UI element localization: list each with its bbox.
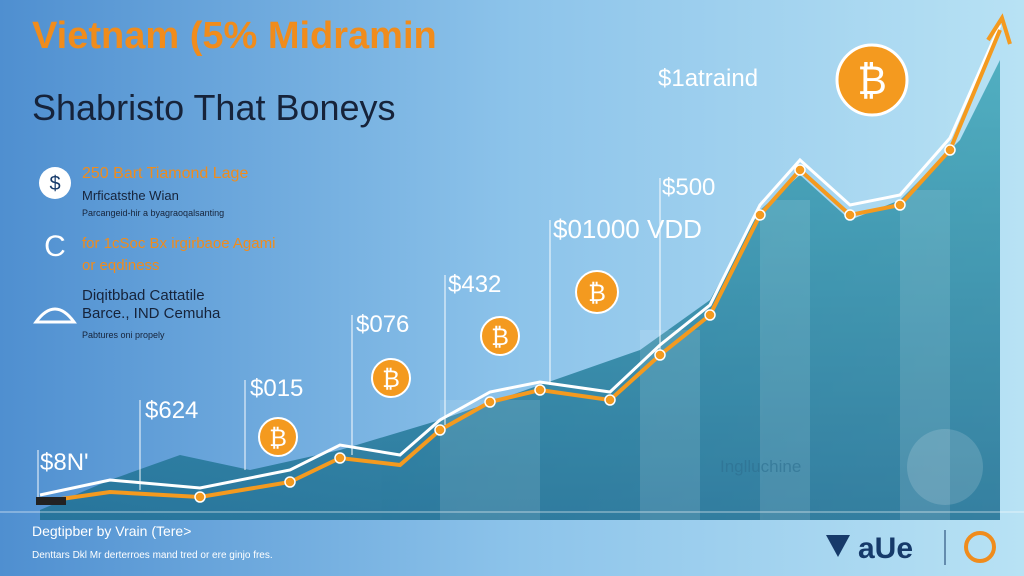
item-title: 250 Bart Tiamond Lage: [82, 165, 248, 182]
item-line: Parcangeid-hir a byagraoqalsanting: [82, 208, 224, 218]
orange-line: [39, 29, 1002, 504]
coin-symbol: ₿: [269, 425, 287, 452]
price-label: $624: [145, 397, 198, 424]
line-dots: [194, 144, 956, 503]
price-label: $01000 VDD: [553, 214, 702, 244]
coin-symbol: ₿: [382, 366, 400, 393]
logo-mark: [826, 535, 850, 557]
coin-symbol: ₿: [857, 59, 887, 103]
footer-note: Denttars Dkl Mr derterroes mand tred or …: [32, 550, 273, 561]
item-line: Pabtures oni propely: [82, 330, 165, 340]
item-title: Diqitbbad Cattatile: [82, 287, 205, 304]
white-line: [39, 24, 1002, 497]
coin-symbol: ₿: [491, 324, 509, 351]
price-label: $1atraind: [658, 65, 758, 92]
coin-symbol: ₿: [588, 280, 606, 307]
arrow-head: [986, 13, 1012, 45]
coins: ₿ ₿ ₿ ₿ ₿: [258, 43, 909, 457]
logo: aUe: [858, 532, 913, 565]
item-line: or eqdiness: [82, 257, 160, 274]
item-icon: C: [44, 230, 66, 263]
price-label: $015: [250, 375, 303, 402]
footer-credit: Degtipber by Vrain (Tere>: [32, 523, 191, 539]
price-label: $432: [448, 271, 501, 298]
subtitle: Shabristo That Boneys: [32, 87, 396, 128]
price-labels: $8N' $624 $015 $076 $432 $01000 VDD $500…: [40, 65, 758, 476]
bars: [40, 60, 1000, 520]
icon-circle: [39, 167, 71, 199]
price-label: $076: [356, 311, 409, 338]
item-line: Mrficatsthe Wian: [82, 188, 179, 203]
watermark-seal: [907, 429, 983, 505]
watermark: Inglluchine: [720, 457, 801, 476]
item-line: Barce., IND Cemuha: [82, 305, 221, 322]
item-icon-shape: [33, 307, 77, 324]
label-stems: [37, 178, 661, 505]
train-icon: [36, 497, 66, 505]
price-label: $8N': [40, 449, 89, 476]
partner-logo: [964, 531, 996, 563]
price-label: $500: [662, 174, 715, 201]
title: Vietnam (5% Midramin: [32, 15, 437, 57]
item-icon: $: [49, 173, 60, 195]
item-title: for 1cSoc Bx irgirbaoe Agami: [82, 235, 275, 252]
